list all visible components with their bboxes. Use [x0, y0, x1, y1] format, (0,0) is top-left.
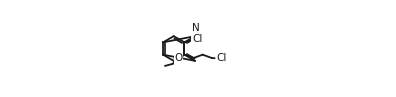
Text: Cl: Cl	[192, 34, 202, 44]
Text: O: O	[174, 53, 183, 63]
Text: Cl: Cl	[217, 53, 227, 63]
Text: N: N	[192, 23, 199, 33]
